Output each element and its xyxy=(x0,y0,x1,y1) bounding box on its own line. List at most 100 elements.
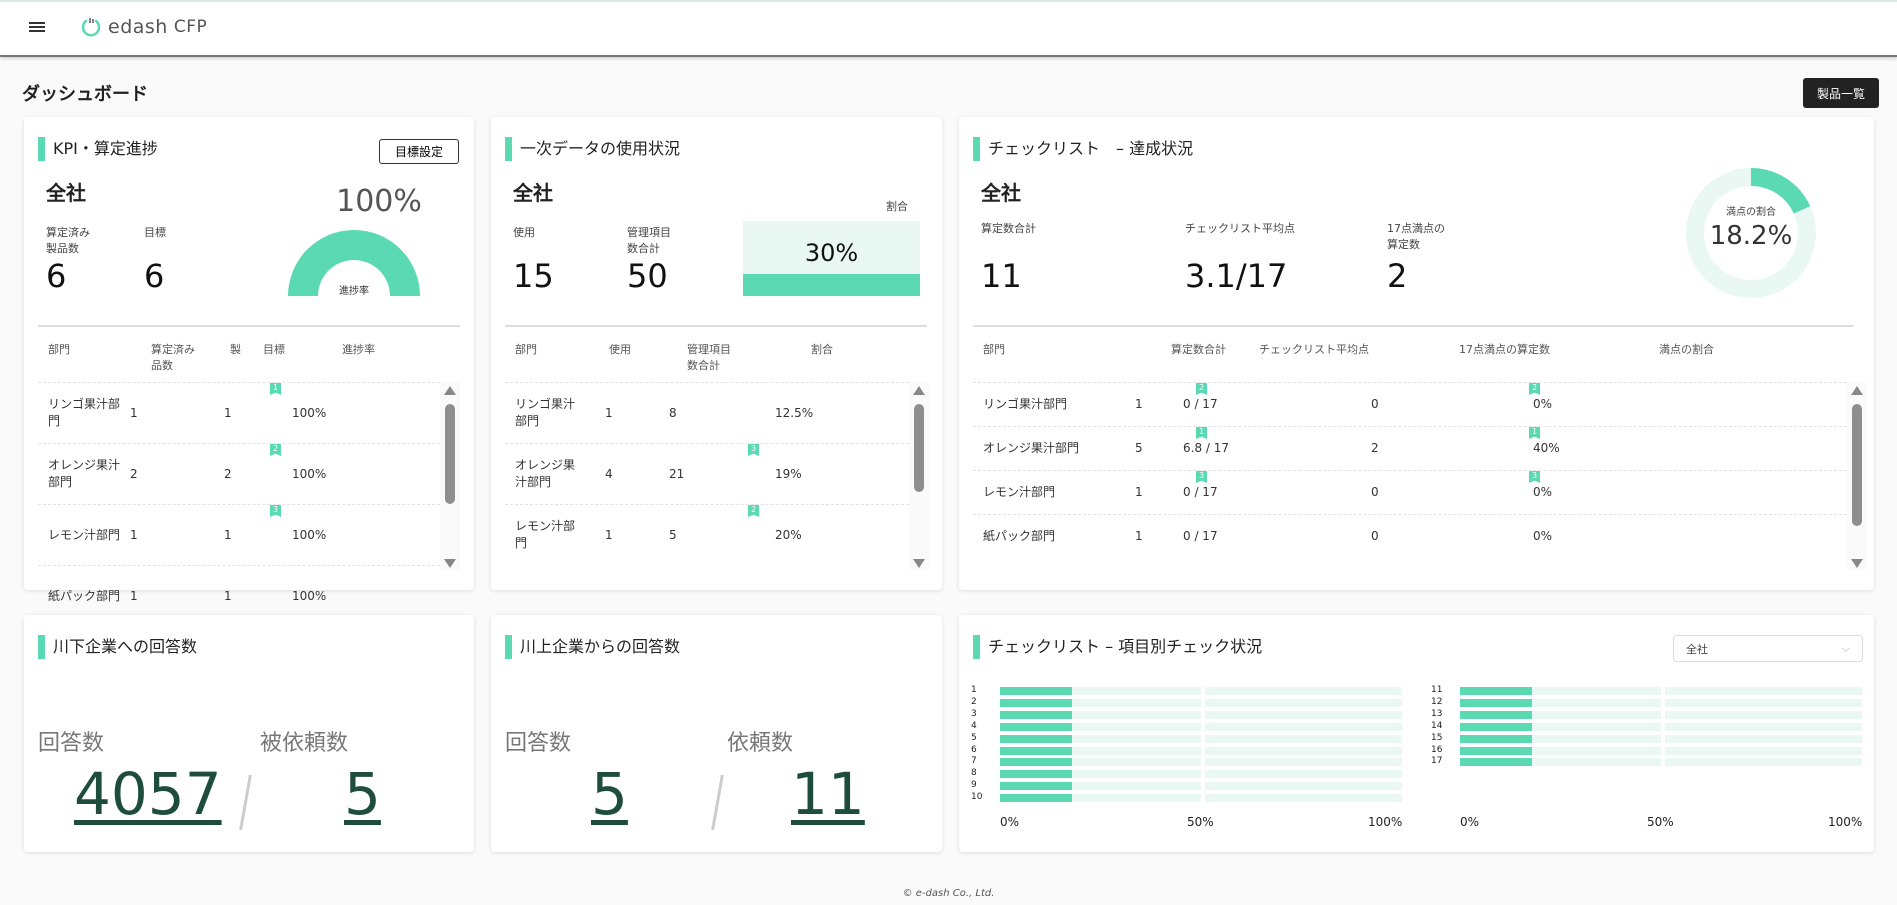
product-list-button[interactable]: 製品一覧 xyxy=(1803,78,1879,108)
rank-badge-icon: 1 xyxy=(1196,427,1207,439)
bar-1 xyxy=(1000,687,1073,695)
scroll-up-icon[interactable] xyxy=(913,386,925,395)
scrollbar[interactable] xyxy=(1847,382,1867,570)
scrollbar[interactable] xyxy=(909,382,929,570)
cell-ratio: 0% xyxy=(1533,397,1553,411)
bar-label: 11 xyxy=(1431,685,1443,695)
bar-label: 3 xyxy=(971,708,977,719)
cell-ratio: 12.5% xyxy=(775,405,814,420)
scroll-down-icon[interactable] xyxy=(913,559,925,568)
hamburger-icon[interactable] xyxy=(29,22,45,34)
scope-label: 全社 xyxy=(513,181,553,205)
table-row[interactable]: オレンジ果汁部門 5 6.8 / 17 2 40% 1 1 xyxy=(973,426,1847,470)
table-row[interactable]: 紙パック部門 1 0 / 17 0 0% xyxy=(973,514,1847,558)
bar-9 xyxy=(1000,782,1073,791)
donut-fill xyxy=(1686,168,1816,298)
bar-track xyxy=(1460,734,1862,743)
calculated-value: 6 xyxy=(46,257,67,295)
cell-dept: 紙パック部門 xyxy=(48,588,121,603)
requests-value-link[interactable]: 5 xyxy=(344,760,381,828)
bar-label: 9 xyxy=(971,780,977,791)
card-title: チェックリスト – 項目別チェック状況 xyxy=(973,635,1262,659)
bar-label: 16 xyxy=(1431,744,1443,755)
table-row[interactable]: オレンジ果汁 部門 2 2 100% 2 xyxy=(38,443,440,504)
cell-items: 8 xyxy=(669,405,677,420)
scroll-thumb[interactable] xyxy=(445,404,455,504)
goal-setting-button[interactable]: 目標設定 xyxy=(379,139,459,164)
cell-dept: リンゴ果汁部門 xyxy=(983,397,1068,411)
scope-label: 全社 xyxy=(46,181,86,205)
scroll-up-icon[interactable] xyxy=(444,386,456,395)
top-bar: edash CFP xyxy=(0,0,1897,57)
total-value: 11 xyxy=(981,257,1022,295)
scrollbar[interactable] xyxy=(440,382,460,570)
use-value: 15 xyxy=(513,257,554,295)
bar-11 xyxy=(1460,687,1533,695)
upstream-card: 川上企業からの回答数 回答数 依頼数 5 11 xyxy=(491,615,942,852)
scroll-down-icon[interactable] xyxy=(444,559,456,568)
card-title: チェックリスト – 達成状況 xyxy=(973,137,1193,161)
x-tick-label: 0% xyxy=(1460,815,1480,829)
bar-label: 17 xyxy=(1431,756,1443,767)
cell-dept: オレンジ果 汁部門 xyxy=(515,458,576,489)
cell-avg: 0 / 17 xyxy=(1183,397,1218,411)
answers-label: 回答数 xyxy=(505,731,572,756)
cell-target: 1 xyxy=(224,588,232,603)
bar-track xyxy=(1000,722,1402,731)
col-header: チェックリスト平均点 xyxy=(1259,343,1369,356)
x-tick-label: 0% xyxy=(1000,815,1020,829)
rank-badge-icon: 2 xyxy=(1196,383,1207,395)
requests-label: 被依頼数 xyxy=(260,731,349,756)
table-row[interactable]: レモン汁部門 1 1 100% 3 xyxy=(38,504,440,565)
scroll-thumb[interactable] xyxy=(1852,404,1862,526)
bar-13 xyxy=(1460,710,1533,719)
bar-track xyxy=(1000,794,1402,803)
page-title: ダッシュボード xyxy=(22,84,148,105)
requests-value-link[interactable]: 11 xyxy=(791,760,865,828)
full-label: 17点満点の 算定数 xyxy=(1387,222,1445,251)
bar-17 xyxy=(1460,758,1533,767)
x-tick-label: 100% xyxy=(1368,815,1403,829)
bar-15 xyxy=(1460,734,1533,743)
target-label: 目標 xyxy=(144,226,166,239)
answers-value-link[interactable]: 4057 xyxy=(74,760,222,828)
cell-full: 0 xyxy=(1371,485,1379,499)
cell-done: 1 xyxy=(130,405,138,420)
cell-use: 1 xyxy=(605,527,613,542)
bar-16 xyxy=(1460,746,1533,755)
table-row[interactable]: リンゴ果汁部門 1 0 / 17 0 0% 2 2 xyxy=(973,382,1847,426)
cell-total: 1 xyxy=(1135,397,1143,411)
cell-rate: 100% xyxy=(292,588,327,603)
bar-track xyxy=(1000,782,1402,791)
table-row[interactable]: リンゴ果汁 部門 1 8 12.5% xyxy=(505,382,909,443)
rank-badge-icon: 1 xyxy=(270,383,281,395)
scope-select[interactable]: 全社 ⌵ xyxy=(1673,635,1863,662)
table-row[interactable]: オレンジ果 汁部門 4 21 19% 3 xyxy=(505,443,909,504)
power-icon xyxy=(81,18,101,37)
bar-track xyxy=(1460,687,1862,695)
bar-label: 12 xyxy=(1431,696,1443,707)
donut-label: 満点の割合 xyxy=(1726,207,1776,218)
cell-avg: 0 / 17 xyxy=(1183,485,1218,499)
table-row[interactable]: リンゴ果汁部 門 1 1 100% 1 xyxy=(38,382,440,443)
bar-label: 13 xyxy=(1431,708,1443,719)
ratio-label: 割合 xyxy=(886,200,908,213)
table-row[interactable]: レモン汁部 門 1 5 20% 2 xyxy=(505,504,909,565)
scroll-down-icon[interactable] xyxy=(1851,559,1863,568)
scroll-thumb[interactable] xyxy=(914,404,924,492)
bar-track xyxy=(1000,710,1402,719)
cell-ratio: 0% xyxy=(1533,529,1553,543)
table-row[interactable]: レモン汁部門 1 0 / 17 0 0% 3 3 xyxy=(973,470,1847,514)
cell-total: 1 xyxy=(1135,529,1143,543)
scroll-up-icon[interactable] xyxy=(1851,386,1863,395)
logo[interactable]: edash CFP xyxy=(80,16,207,38)
bar-label: 2 xyxy=(971,696,977,707)
ratio-box: 30% xyxy=(743,221,920,296)
bar-7 xyxy=(1000,758,1073,767)
cell-rate: 100% xyxy=(292,466,327,481)
select-value: 全社 xyxy=(1686,642,1708,656)
rank-badge-icon: 2 xyxy=(1529,383,1540,395)
table-row[interactable]: 紙パック部門 1 1 100% xyxy=(38,565,440,626)
cell-target: 1 xyxy=(224,405,232,420)
answers-value-link[interactable]: 5 xyxy=(591,760,628,828)
